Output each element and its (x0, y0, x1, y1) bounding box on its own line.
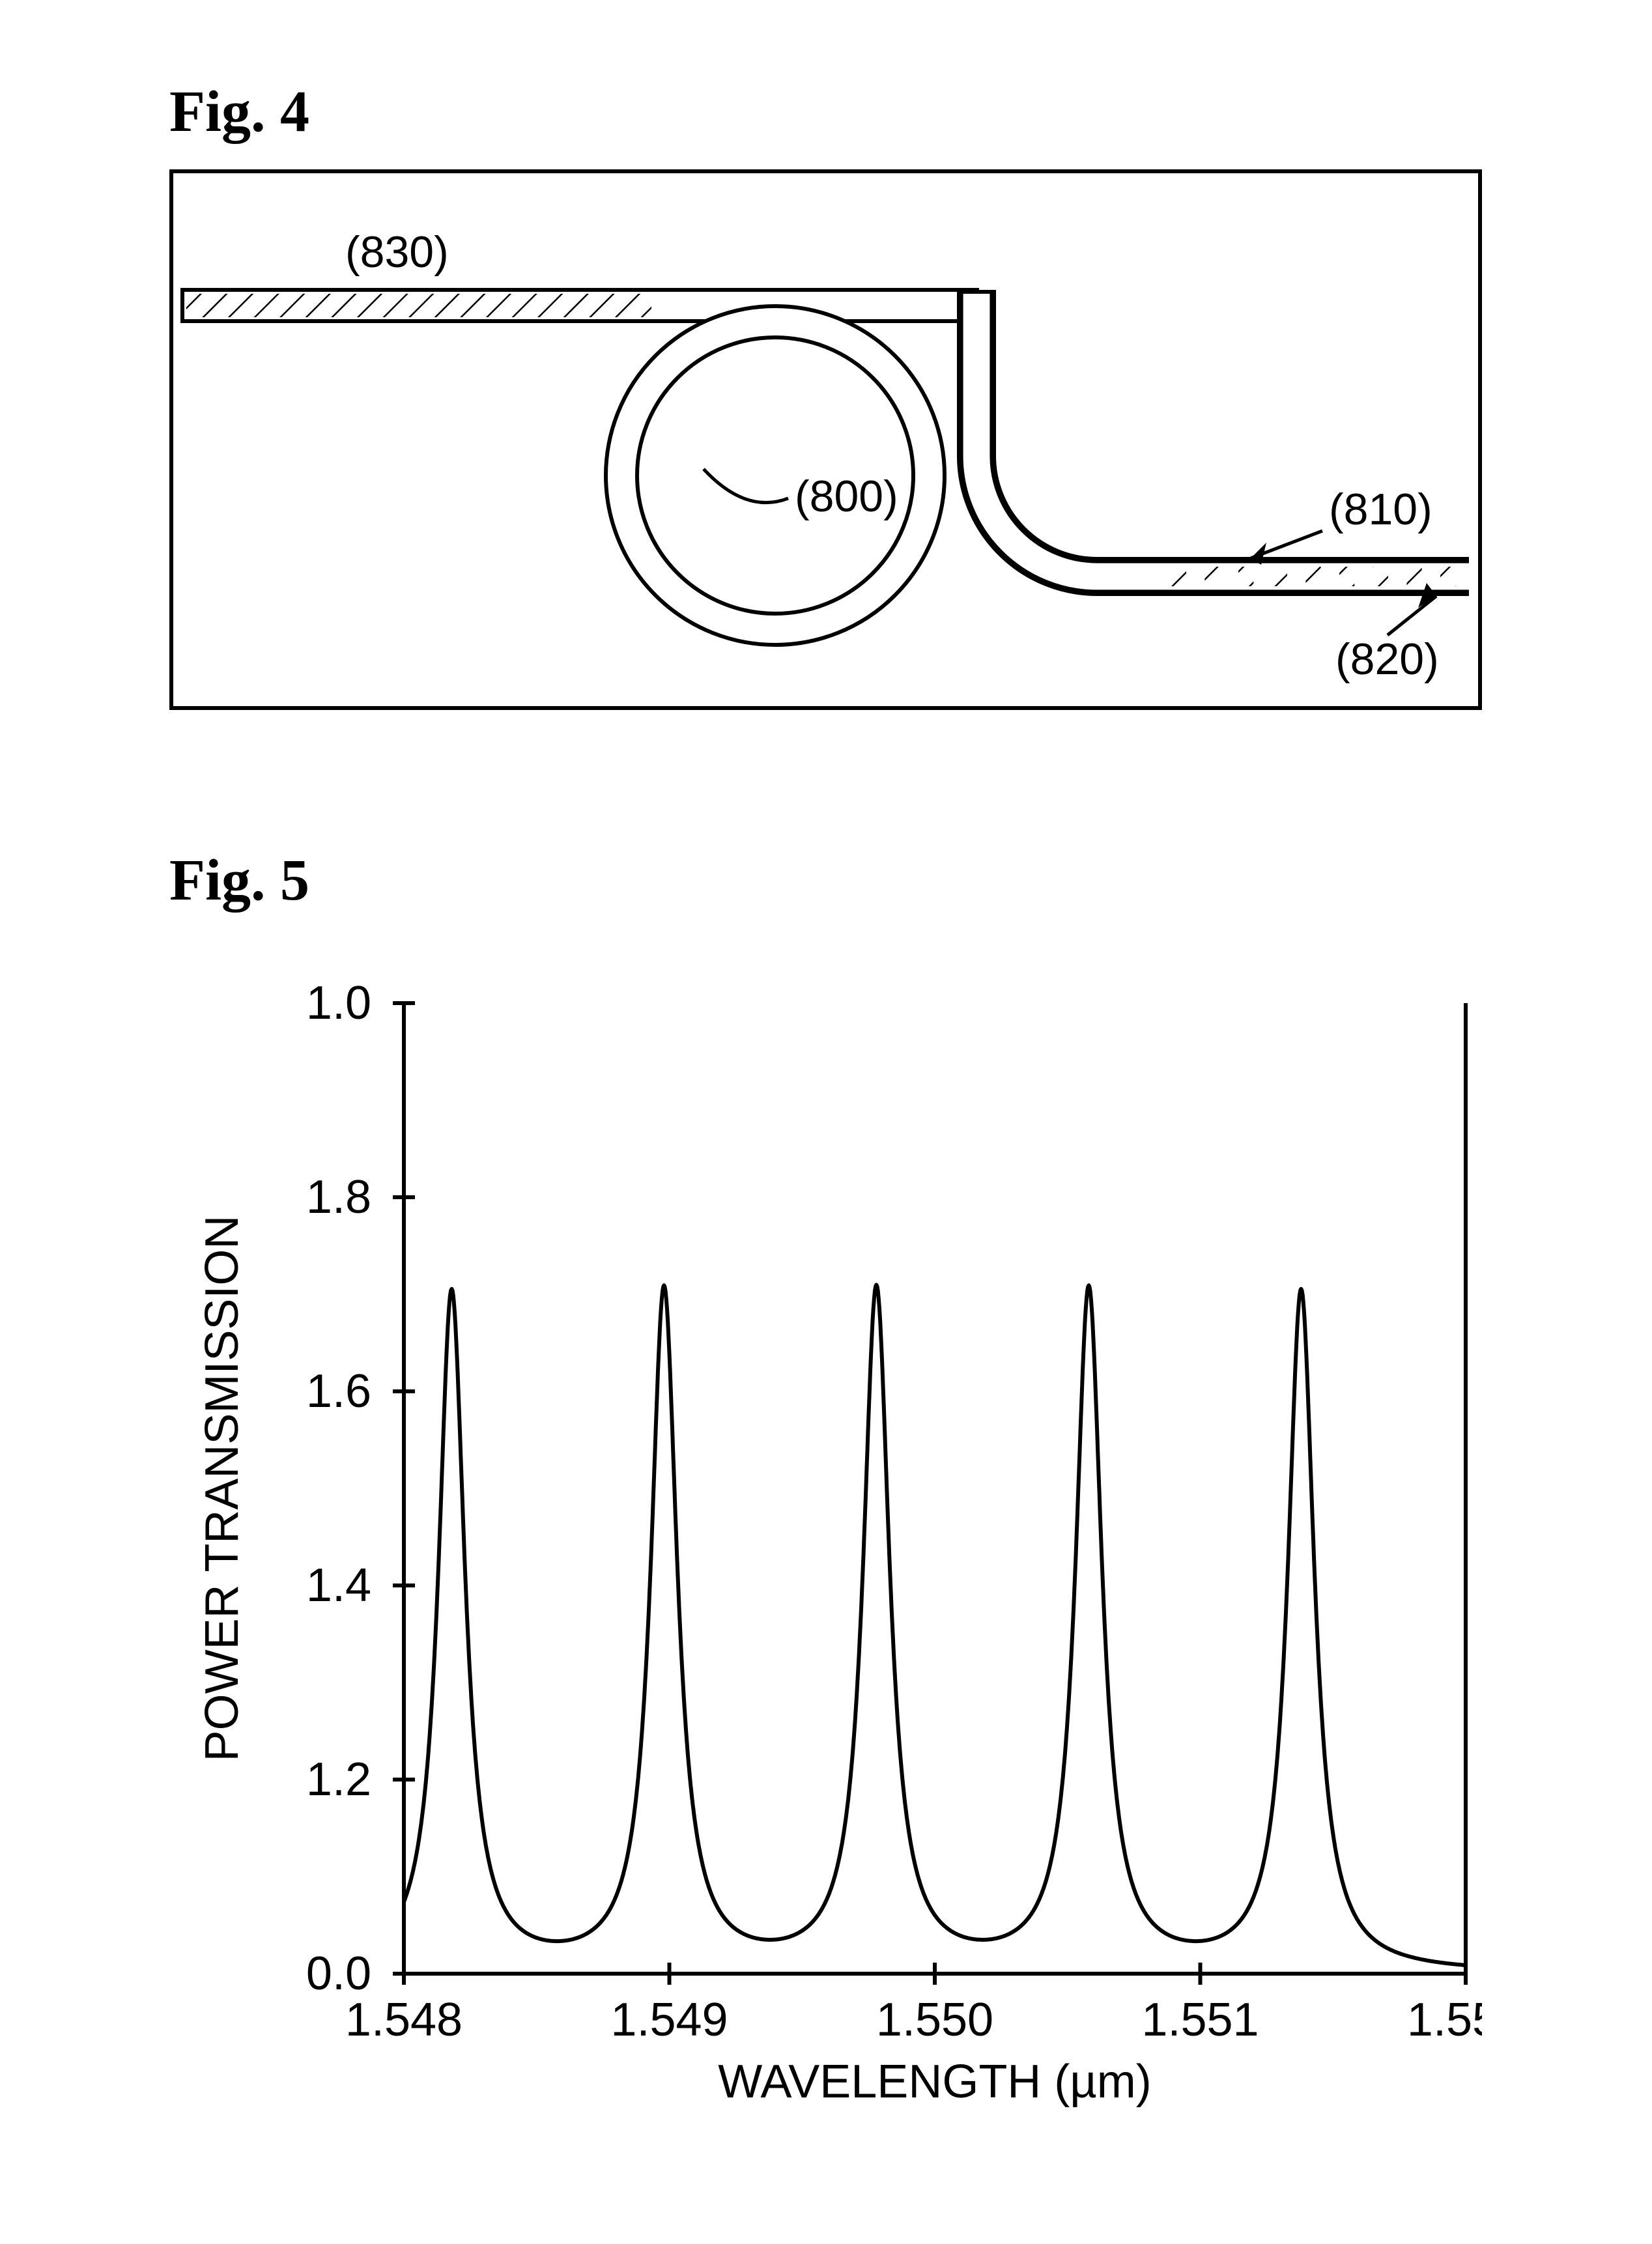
svg-text:0.0: 0.0 (306, 1948, 371, 2000)
svg-text:POWER TRANSMISSION: POWER TRANSMISSION (196, 1215, 248, 1762)
svg-text:1.550: 1.550 (876, 1994, 993, 2046)
svg-text:1.549: 1.549 (610, 1994, 728, 2046)
svg-text:(800): (800) (795, 472, 898, 521)
svg-text:1.552: 1.552 (1407, 1994, 1482, 2046)
svg-text:WAVELENGTH (µm): WAVELENGTH (µm) (718, 2056, 1151, 2108)
svg-text:1.2: 1.2 (306, 1754, 371, 1806)
fig4-diagram: (830) (800) (810) (820) (169, 169, 1482, 710)
fig5-title: Fig. 5 (169, 847, 309, 914)
svg-text:1.551: 1.551 (1141, 1994, 1259, 2046)
svg-text:(810): (810) (1329, 485, 1432, 534)
svg-text:1.8: 1.8 (306, 1171, 371, 1223)
fig4-title: Fig. 4 (169, 78, 309, 145)
fig5-chart: 1.548 1.549 1.550 1.551 1.552 0.0 1.2 1.4 1.6 1.8… (169, 938, 1482, 2123)
svg-text:1.0: 1.0 (306, 977, 371, 1029)
svg-text:(820): (820) (1335, 634, 1439, 684)
svg-text:(830): (830) (345, 227, 449, 277)
svg-text:1.6: 1.6 (306, 1365, 371, 1417)
svg-text:1.548: 1.548 (345, 1994, 463, 2046)
svg-text:1.4: 1.4 (306, 1559, 371, 1612)
